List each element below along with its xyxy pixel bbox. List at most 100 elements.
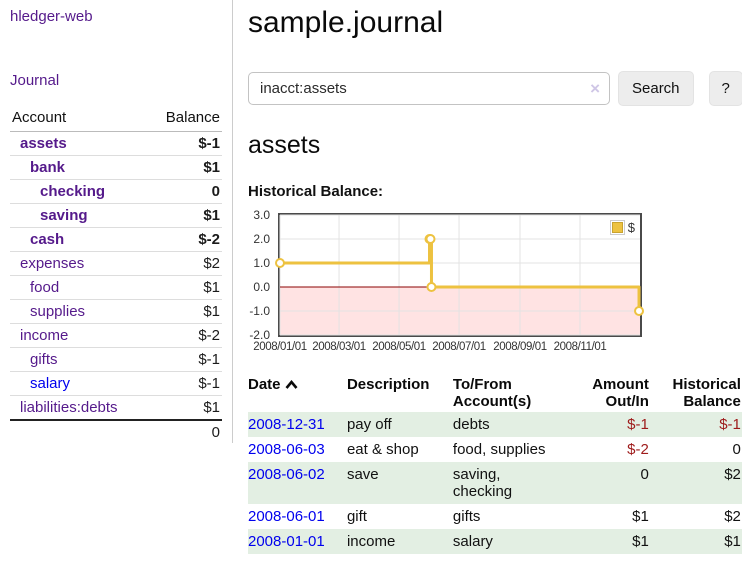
- legend-label: $: [627, 220, 635, 235]
- transaction-date-link[interactable]: 2008-06-02: [248, 466, 325, 483]
- account-link-income[interactable]: income: [20, 327, 69, 344]
- search-form: × Search ?: [248, 71, 742, 106]
- transaction-accounts: saving, checking: [452, 466, 513, 500]
- account-link-supplies[interactable]: supplies: [30, 303, 86, 320]
- account-balance: 0: [147, 179, 222, 204]
- search-input-wrap: ×: [248, 72, 610, 105]
- historical-balance-chart: 3.0 2.0 1.0 0.0 -1.0 -2.0 $ 2008/01/01 2008/03…: [249, 208, 645, 357]
- transaction-description: income: [346, 533, 396, 550]
- account-link-salary[interactable]: salary: [30, 375, 71, 392]
- transaction-balance: 0: [732, 441, 741, 458]
- register-row: 2008-12-31 pay off debts $-1 $-1: [248, 412, 742, 437]
- account-row: salary $-1: [10, 371, 222, 396]
- x-tick-label: 2008/07/01: [432, 341, 486, 353]
- account-link-checking[interactable]: checking: [40, 183, 106, 200]
- transaction-accounts: salary: [452, 533, 493, 550]
- transaction-accounts: gifts: [452, 508, 481, 525]
- x-tick-label: 2008/01/01: [253, 341, 307, 353]
- transaction-balance: $1: [724, 533, 741, 550]
- y-tick-label: -1.0: [249, 304, 270, 318]
- account-row: gifts $-1: [10, 347, 222, 372]
- account-row: checking 0: [10, 179, 222, 204]
- register-row: 2008-06-02 save saving, checking 0 $2: [248, 462, 742, 504]
- transaction-balance: $2: [724, 508, 741, 525]
- account-link-food[interactable]: food: [30, 279, 60, 296]
- register-row: 2008-01-01 income salary $1 $1: [248, 529, 742, 554]
- account-row: bank $1: [10, 155, 222, 180]
- x-tick-label: 2008/05/01: [372, 341, 426, 353]
- transaction-amount: 0: [640, 466, 649, 483]
- account-row: income $-2: [10, 323, 222, 348]
- chart-title: Historical Balance:: [248, 183, 384, 200]
- sidebar-item-journal[interactable]: Journal: [10, 72, 60, 89]
- account-balance: $2: [147, 251, 222, 276]
- register-header-balance: Historical Balance: [672, 376, 741, 410]
- clear-search-icon[interactable]: ×: [590, 78, 600, 98]
- transaction-description: gift: [346, 508, 367, 525]
- y-tick-label: 1.0: [253, 256, 270, 270]
- transaction-date-link[interactable]: 2008-06-01: [248, 508, 325, 525]
- register-header-amount: Amount Out/In: [592, 376, 649, 410]
- account-link-cash[interactable]: cash: [30, 231, 65, 248]
- transaction-amount: $1: [632, 508, 649, 525]
- register-header-accounts: To/From Account(s): [452, 376, 532, 410]
- brand-link[interactable]: hledger-web: [10, 8, 93, 25]
- account-link-assets[interactable]: assets: [20, 135, 67, 152]
- account-row: supplies $1: [10, 299, 222, 324]
- chart-plot[interactable]: 3.0 2.0 1.0 0.0 -1.0 -2.0 $: [249, 208, 645, 342]
- page-title: sample.journal: [248, 6, 444, 39]
- y-axis-labels: 3.0 2.0 1.0 0.0 -1.0 -2.0: [243, 208, 275, 342]
- account-balance: $1: [147, 155, 222, 180]
- x-tick-label: 2008/09/01: [493, 341, 547, 353]
- sort-ascending-icon: [285, 377, 298, 394]
- transaction-description: pay off: [346, 416, 392, 433]
- account-balance: $-2: [147, 323, 222, 348]
- register-row: 2008-06-03 eat & shop food, supplies $-2…: [248, 437, 742, 462]
- account-balance: $1: [147, 203, 222, 228]
- account-heading: assets: [248, 131, 321, 159]
- y-tick-label: 3.0: [253, 208, 270, 222]
- transaction-date-link[interactable]: 2008-12-31: [248, 416, 325, 433]
- account-link-expenses[interactable]: expenses: [20, 255, 85, 272]
- account-link-bank[interactable]: bank: [30, 159, 66, 176]
- help-button[interactable]: ?: [708, 71, 742, 106]
- account-row: liabilities:debts $1: [10, 395, 222, 421]
- transaction-date-link[interactable]: 2008-06-03: [248, 441, 325, 458]
- transaction-date-link[interactable]: 2008-01-01: [248, 533, 325, 550]
- account-balance: $-1: [147, 347, 222, 372]
- x-axis-labels: 2008/01/01 2008/03/01 2008/05/01 2008/07/01…: [253, 341, 642, 357]
- legend-swatch: [609, 220, 625, 235]
- app: hledger-web Journal Account Balance asse…: [0, 0, 742, 554]
- account-link-gifts[interactable]: gifts: [30, 351, 58, 368]
- register-row: 2008-06-01 gift gifts $1 $2: [248, 504, 742, 529]
- y-tick-label: -2.0: [249, 328, 270, 342]
- x-tick-label: 2008/03/01: [312, 341, 366, 353]
- account-balance: $1: [147, 299, 222, 324]
- sidebar: hledger-web Journal Account Balance asse…: [0, 0, 233, 444]
- account-row: assets $-1: [10, 131, 222, 156]
- account-row: food $1: [10, 275, 222, 300]
- transaction-amount: $1: [632, 533, 649, 550]
- account-balance: $1: [147, 395, 222, 421]
- account-row: saving $1: [10, 203, 222, 228]
- transaction-description: eat & shop: [346, 441, 419, 458]
- transaction-accounts: debts: [452, 416, 490, 433]
- transaction-amount: $-2: [627, 441, 649, 458]
- register-header-description: Description: [346, 376, 430, 393]
- account-link-liabilities-debts[interactable]: liabilities:debts: [20, 399, 118, 416]
- register-table: Date Description To/From Account(s) Amou…: [248, 374, 742, 554]
- search-button[interactable]: Search: [618, 71, 694, 106]
- transaction-accounts: food, supplies: [452, 441, 546, 458]
- transaction-balance: $2: [724, 466, 741, 483]
- register-header-date[interactable]: Date: [248, 374, 347, 412]
- account-link-saving[interactable]: saving: [40, 207, 88, 224]
- main-content: sample.journal × Search ? assets Histori…: [233, 0, 742, 554]
- date-sort-link[interactable]: Date: [248, 376, 281, 393]
- chart-canvas: [275, 214, 645, 336]
- x-tick-label: 2008/11/01: [553, 341, 607, 353]
- y-tick-label: 0.0: [253, 280, 270, 294]
- account-row: expenses $2: [10, 251, 222, 276]
- search-input[interactable]: [248, 72, 610, 105]
- y-tick-label: 2.0: [253, 232, 270, 246]
- accounts-total: 0: [147, 419, 222, 444]
